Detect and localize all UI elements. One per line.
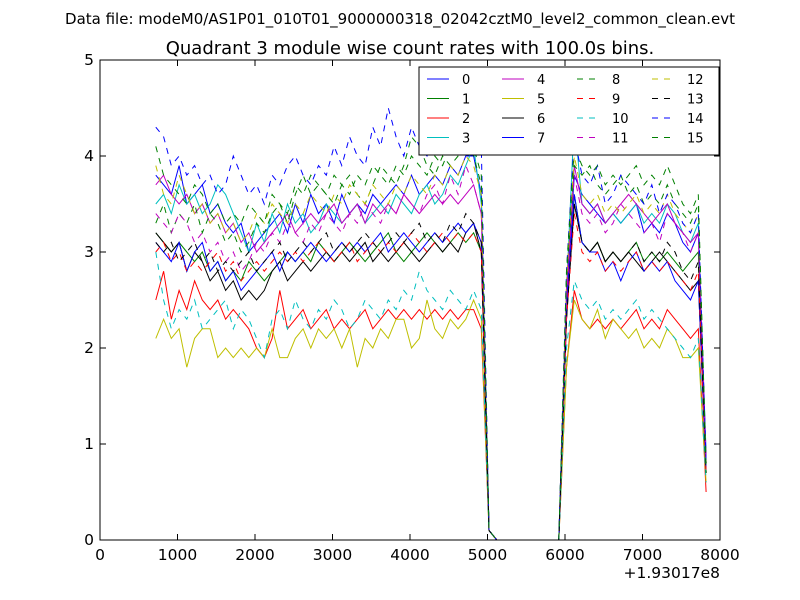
series-line-13 <box>155 203 707 540</box>
y-tick-label: 2 <box>84 339 94 357</box>
y-tick-label: 3 <box>84 243 94 261</box>
y-tick-label: 5 <box>84 51 94 69</box>
series-line-9 <box>155 213 707 540</box>
series-line-3 <box>155 117 707 540</box>
series-line-5 <box>155 298 707 540</box>
legend-label-10: 10 <box>612 112 629 127</box>
series-line-8 <box>155 125 707 540</box>
x-tick-label: 0 <box>95 546 105 564</box>
series-line-11 <box>155 164 707 540</box>
legend-label-11: 11 <box>612 132 629 147</box>
x-tick-label: 6000 <box>545 546 584 564</box>
legend-label-14: 14 <box>687 112 704 127</box>
x-tick-label: 4000 <box>390 546 429 564</box>
x-tick-label: 3000 <box>313 546 352 564</box>
series-line-15 <box>155 135 707 540</box>
x-tick-label: 8000 <box>700 546 739 564</box>
series-line-6 <box>155 203 707 540</box>
x-offset-label: +1.93017e8 <box>624 564 720 582</box>
x-tick-label: 2000 <box>235 546 274 564</box>
legend-label-7: 7 <box>537 132 545 147</box>
series-line-4 <box>155 165 707 540</box>
y-tick-label: 1 <box>84 435 94 453</box>
legend-label-6: 6 <box>537 112 545 127</box>
suptitle: Data file: modeM0/AS1P01_010T01_90000003… <box>65 10 735 29</box>
legend-label-8: 8 <box>612 73 620 88</box>
y-tick-label: 4 <box>84 147 94 165</box>
legend-box <box>418 66 720 156</box>
legend-label-5: 5 <box>537 93 545 108</box>
legend-label-13: 13 <box>687 93 704 108</box>
legend-label-15: 15 <box>687 132 704 147</box>
legend-label-9: 9 <box>612 93 620 108</box>
legend-label-2: 2 <box>462 112 470 127</box>
legend-label-4: 4 <box>537 73 545 88</box>
x-tick-label: 7000 <box>623 546 662 564</box>
x-tick-label: 1000 <box>158 546 197 564</box>
chart-title: Quadrant 3 module wise count rates with … <box>166 38 655 59</box>
legend-label-12: 12 <box>687 73 704 88</box>
legend-label-1: 1 <box>462 93 470 108</box>
legend-label-3: 3 <box>462 132 470 147</box>
legend-label-0: 0 <box>462 73 470 88</box>
y-tick-label: 0 <box>84 531 94 549</box>
x-tick-label: 5000 <box>468 546 507 564</box>
